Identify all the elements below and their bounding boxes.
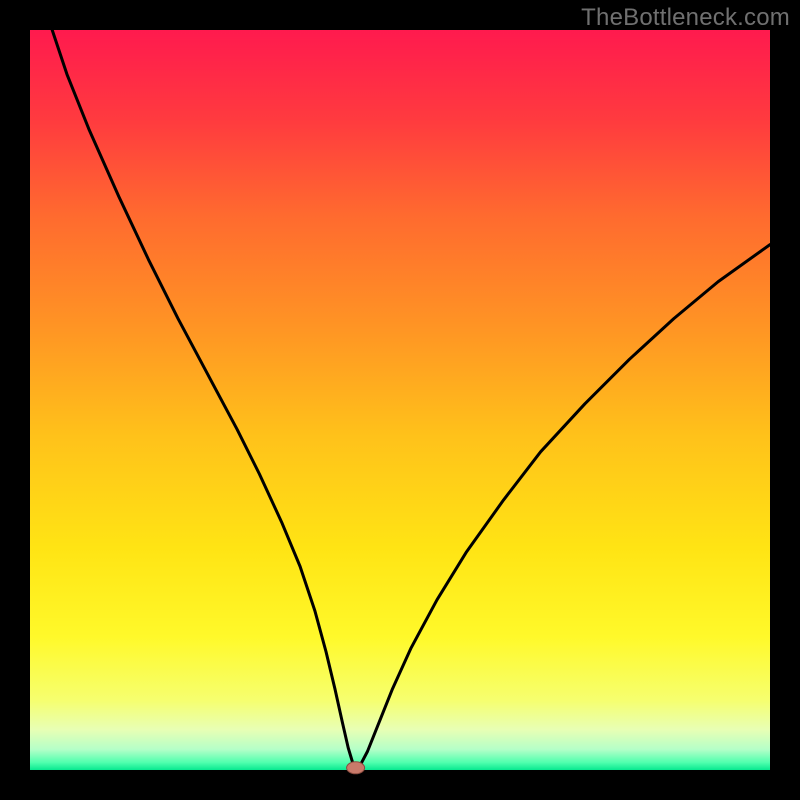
stage: TheBottleneck.com — [0, 0, 800, 800]
watermark-text: TheBottleneck.com — [581, 4, 790, 32]
gradient-plot-area — [30, 30, 770, 770]
minimum-marker — [347, 762, 365, 774]
bottleneck-chart — [0, 0, 800, 800]
